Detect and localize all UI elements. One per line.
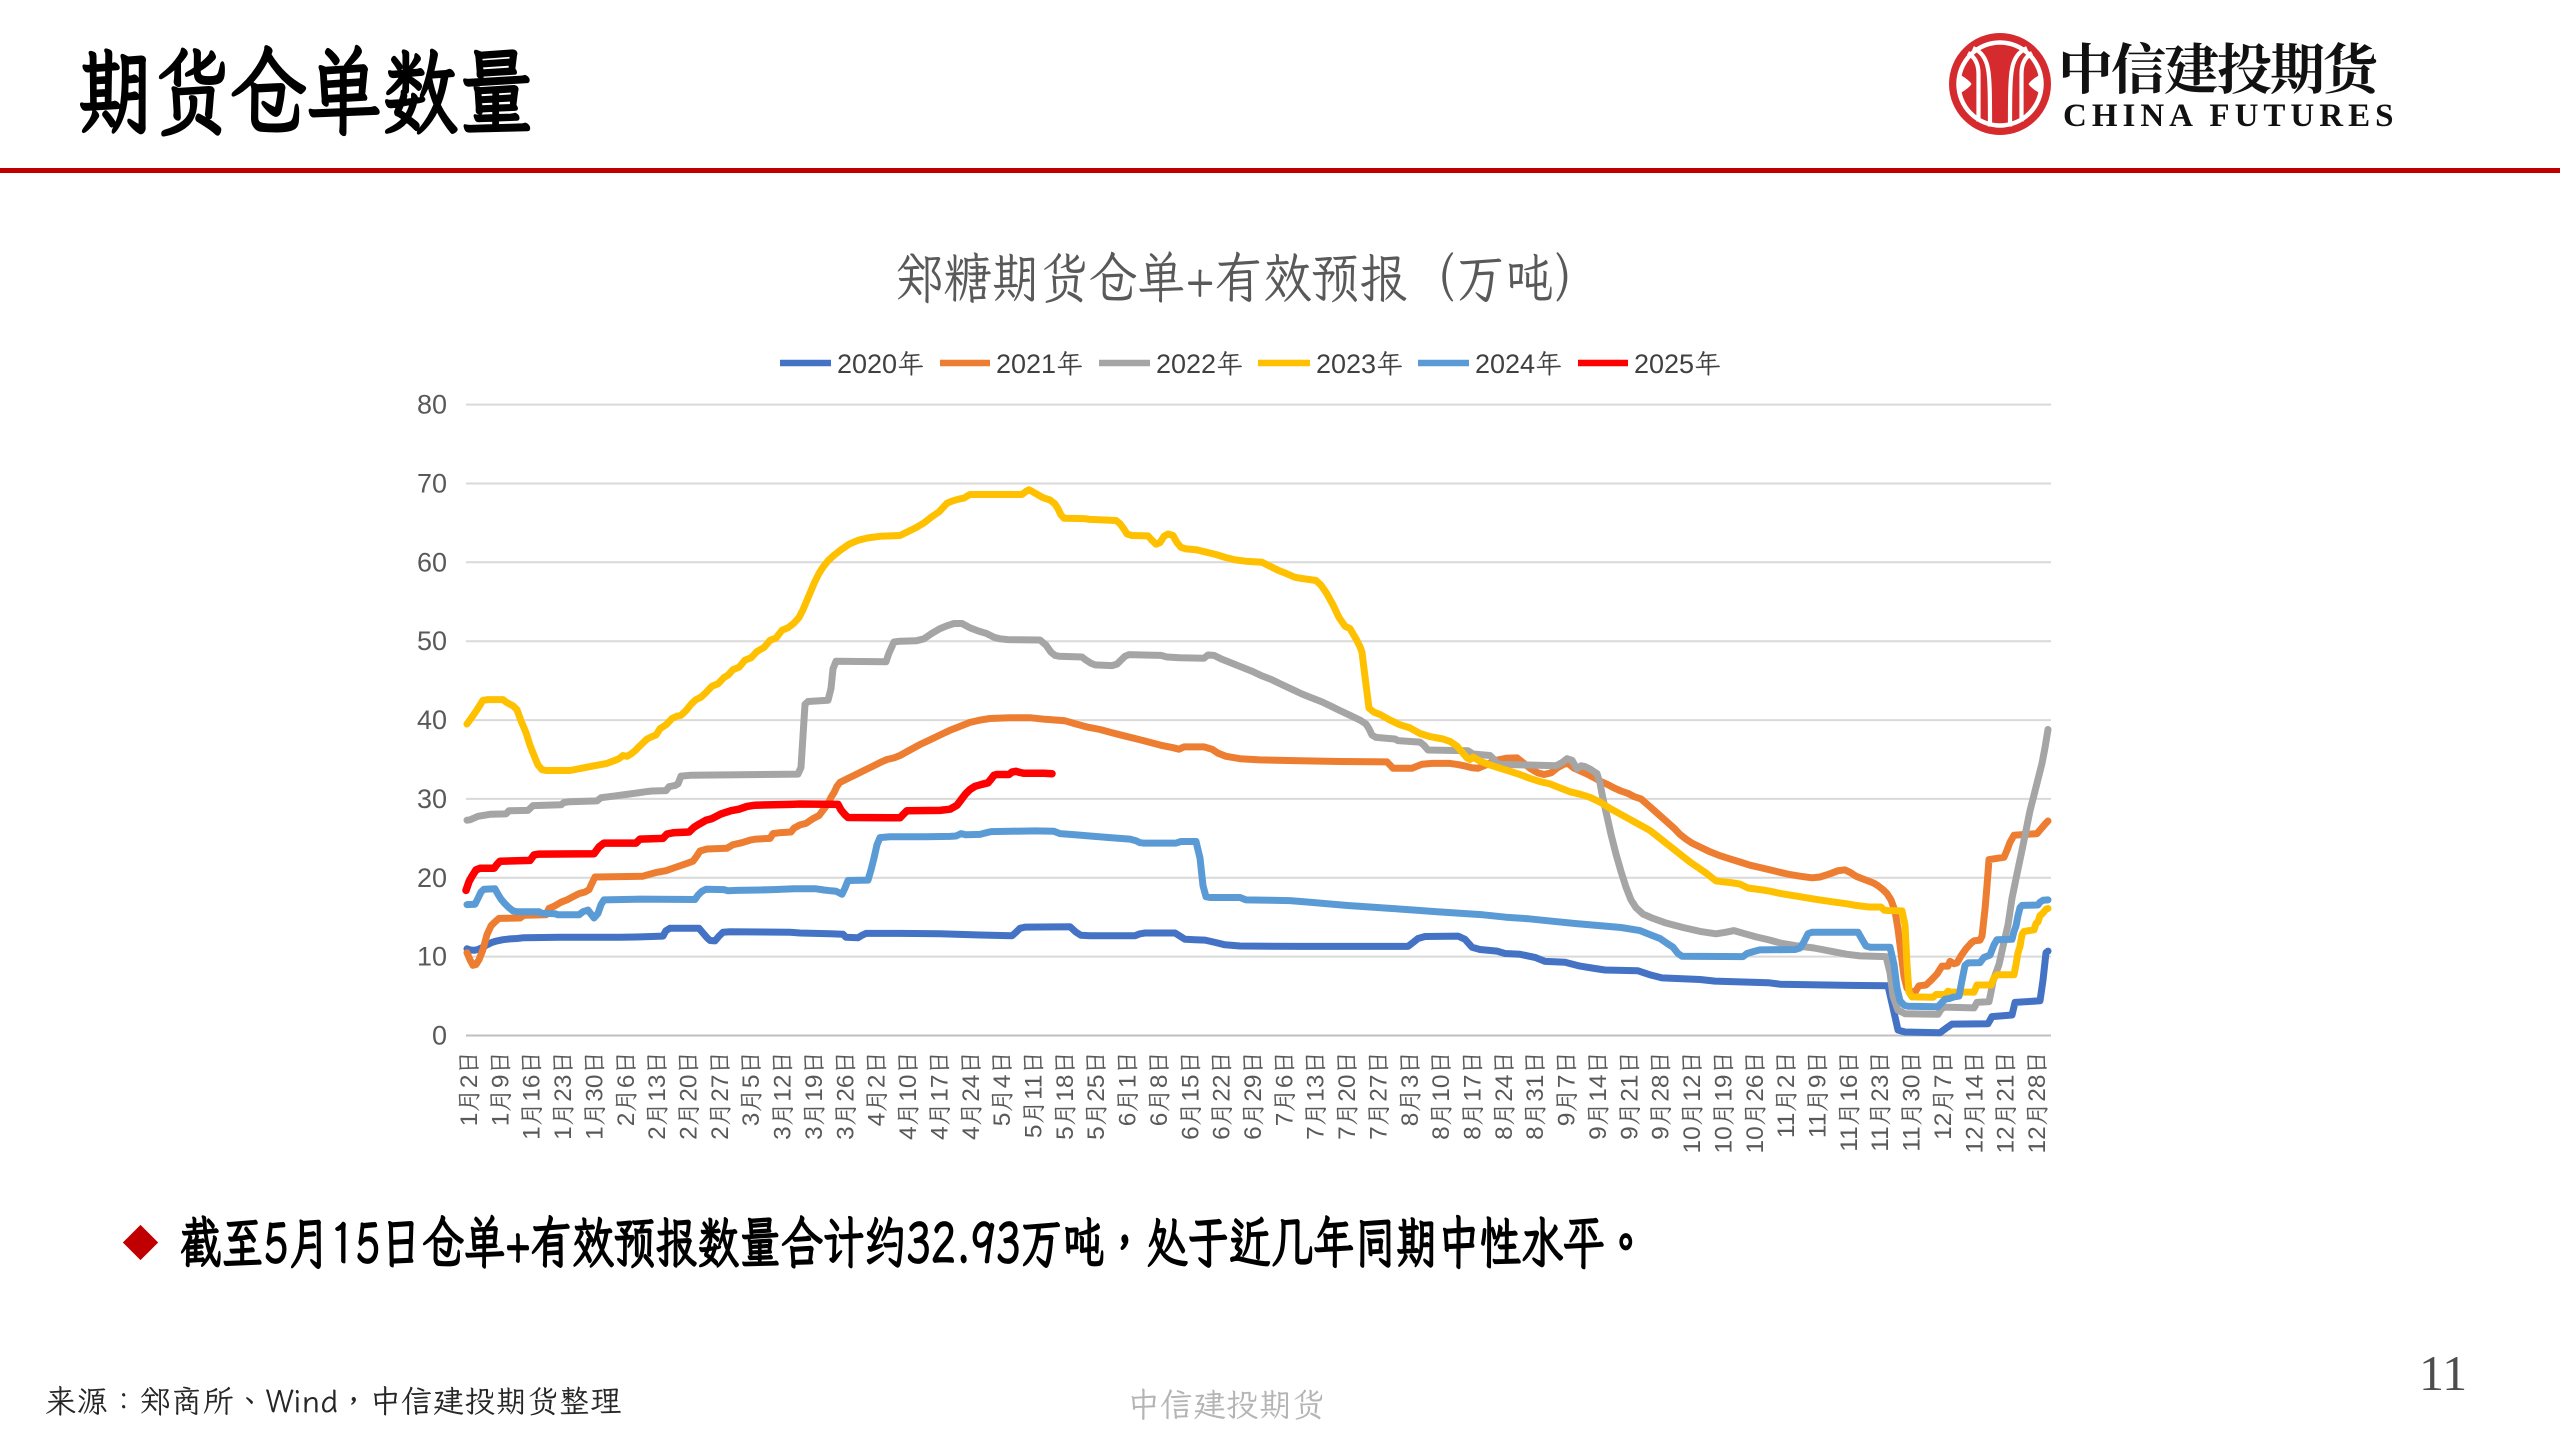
svg-text:2020年: 2020年: [837, 349, 924, 379]
svg-text:2022年: 2022年: [1156, 349, 1243, 379]
svg-text:11月16日: 11月16日: [1836, 1050, 1863, 1152]
svg-text:1月30日: 1月30日: [581, 1050, 608, 1140]
svg-text:2023年: 2023年: [1316, 349, 1403, 379]
svg-text:1月23日: 1月23日: [550, 1050, 577, 1140]
svg-text:2021年: 2021年: [996, 349, 1083, 379]
svg-text:11月9日: 11月9日: [1805, 1050, 1832, 1138]
svg-text:3月5日: 3月5日: [738, 1050, 765, 1126]
svg-text:10月26日: 10月26日: [1742, 1050, 1769, 1154]
svg-text:12月14日: 12月14日: [1961, 1050, 1988, 1154]
svg-text:11月23日: 11月23日: [1867, 1050, 1894, 1152]
svg-text:1月16日: 1月16日: [519, 1050, 546, 1140]
svg-text:6月15日: 6月15日: [1177, 1050, 1204, 1140]
svg-text:10月19日: 10月19日: [1710, 1050, 1737, 1154]
svg-text:2024年: 2024年: [1475, 349, 1562, 379]
svg-text:7月27日: 7月27日: [1365, 1050, 1392, 1140]
svg-text:1月2日: 1月2日: [456, 1050, 483, 1126]
svg-text:8月3日: 8月3日: [1397, 1050, 1424, 1126]
svg-text:6月29日: 6月29日: [1240, 1050, 1267, 1140]
svg-text:4月2日: 4月2日: [864, 1050, 891, 1126]
svg-text:9月21日: 9月21日: [1616, 1050, 1643, 1140]
svg-text:5月11日: 5月11日: [1021, 1050, 1048, 1138]
svg-text:4月24日: 4月24日: [958, 1050, 985, 1140]
svg-text:2月20日: 2月20日: [676, 1050, 703, 1140]
svg-text:1月9日: 1月9日: [487, 1050, 514, 1126]
svg-text:12月21日: 12月21日: [1993, 1050, 2020, 1154]
svg-text:2025年: 2025年: [1634, 349, 1721, 379]
svg-text:12月7日: 12月7日: [1930, 1050, 1957, 1140]
svg-text:3月12日: 3月12日: [770, 1050, 797, 1140]
svg-text:20: 20: [417, 863, 447, 893]
svg-text:9月14日: 9月14日: [1585, 1050, 1612, 1140]
svg-text:8月24日: 8月24日: [1491, 1050, 1518, 1140]
svg-text:6月1日: 6月1日: [1115, 1050, 1142, 1126]
svg-text:7月20日: 7月20日: [1334, 1050, 1361, 1140]
svg-text:8月17日: 8月17日: [1460, 1050, 1487, 1140]
svg-text:5月18日: 5月18日: [1052, 1050, 1079, 1140]
svg-text:11月30日: 11月30日: [1899, 1050, 1926, 1152]
svg-text:4月17日: 4月17日: [926, 1050, 953, 1140]
svg-text:7月13日: 7月13日: [1303, 1050, 1330, 1140]
svg-text:5月25日: 5月25日: [1083, 1050, 1110, 1140]
svg-text:30: 30: [417, 784, 447, 814]
svg-text:8月31日: 8月31日: [1522, 1050, 1549, 1140]
svg-text:60: 60: [417, 547, 447, 577]
svg-text:9月7日: 9月7日: [1554, 1050, 1581, 1126]
svg-text:0: 0: [432, 1021, 447, 1051]
svg-text:10月12日: 10月12日: [1679, 1050, 1706, 1154]
svg-text:2月6日: 2月6日: [613, 1050, 640, 1126]
svg-text:12月28日: 12月28日: [2024, 1050, 2051, 1154]
svg-text:5月4日: 5月4日: [989, 1050, 1016, 1126]
svg-text:3月19日: 3月19日: [801, 1050, 828, 1140]
svg-text:9月28日: 9月28日: [1648, 1050, 1675, 1140]
svg-text:8月10日: 8月10日: [1428, 1050, 1455, 1140]
svg-text:6月8日: 6月8日: [1146, 1050, 1173, 1126]
svg-text:2月27日: 2月27日: [707, 1050, 734, 1140]
svg-text:50: 50: [417, 626, 447, 656]
svg-text:80: 80: [417, 390, 447, 420]
svg-text:11月2日: 11月2日: [1773, 1050, 1800, 1138]
svg-text:6月22日: 6月22日: [1209, 1050, 1236, 1140]
svg-text:10: 10: [417, 942, 447, 972]
svg-text:70: 70: [417, 469, 447, 499]
svg-text:7月6日: 7月6日: [1271, 1050, 1298, 1126]
svg-text:3月26日: 3月26日: [832, 1050, 859, 1140]
svg-text:40: 40: [417, 705, 447, 735]
svg-text:4月10日: 4月10日: [895, 1050, 922, 1140]
svg-text:2月13日: 2月13日: [644, 1050, 671, 1140]
